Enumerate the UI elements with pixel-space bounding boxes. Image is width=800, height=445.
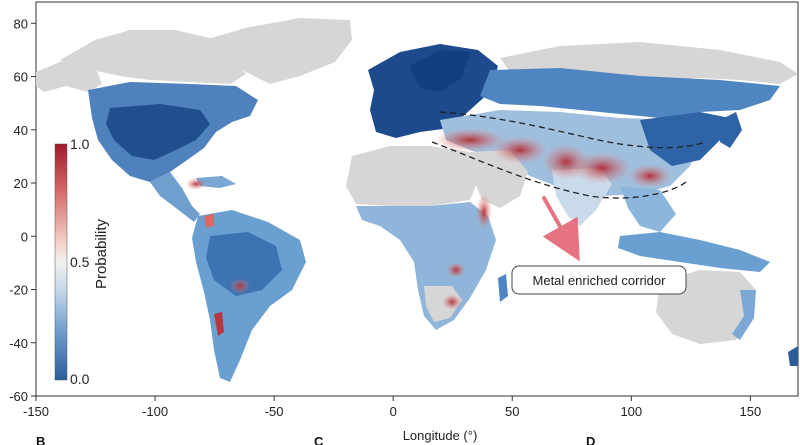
panel-label-d: D <box>586 434 595 445</box>
callout-box: Metal enriched corridor <box>511 265 687 295</box>
y-tick-label: 20 <box>14 176 28 191</box>
arctic-canada <box>60 30 246 84</box>
new-zealand <box>788 346 798 366</box>
hotspot-brazil <box>230 278 250 294</box>
x-axis-title: Longitude (°) <box>403 428 478 443</box>
africa-south <box>356 202 496 330</box>
hotspot-central-africa <box>446 262 466 278</box>
hotspot-east-africa <box>476 194 492 230</box>
europe <box>368 44 498 138</box>
colorbar-max-label: 1.0 <box>70 136 90 152</box>
y-tick-label: -40 <box>9 336 28 351</box>
callout-text: Metal enriched corridor <box>533 273 667 288</box>
russia <box>480 68 780 118</box>
usa-core <box>106 104 210 160</box>
colorbar-title: Probability <box>93 218 110 289</box>
x-tick-label: -150 <box>23 404 49 419</box>
central-america <box>150 172 200 222</box>
hotspot-iran <box>492 136 548 164</box>
land-layer <box>36 18 798 382</box>
x-tick-label: -50 <box>265 404 284 419</box>
y-tick-label: 0 <box>21 229 28 244</box>
east-asia <box>640 112 730 166</box>
x-tick-label: 0 <box>390 404 397 419</box>
hotspot-tibet <box>572 152 632 184</box>
andes-hotspot <box>214 312 224 336</box>
andes-hotspot-north <box>204 214 214 228</box>
corridor-upper-boundary <box>439 111 706 149</box>
scandinavia <box>410 50 470 92</box>
greenland <box>205 18 352 84</box>
panel-label-c: C <box>314 434 324 445</box>
x-tick-label: 150 <box>740 404 762 419</box>
arabia <box>470 150 528 208</box>
y-tick-label: -20 <box>9 283 28 298</box>
colorbar: 1.0 0.5 0.0 Probability <box>54 136 110 387</box>
amazon-interior <box>206 232 282 296</box>
indonesia <box>618 232 770 272</box>
sahara <box>346 146 480 206</box>
x-tick-label: 50 <box>505 404 519 419</box>
hotspot-southern-africa <box>442 294 462 310</box>
panel-label-b: B <box>36 434 45 445</box>
y-tick-label: 60 <box>14 70 28 85</box>
japan <box>720 112 742 148</box>
y-axis-ticks: 80 60 40 20 0 -20 -40 -60 <box>9 16 36 404</box>
australia-east-coast <box>732 290 756 340</box>
hotspot-turkey-iran <box>434 128 506 152</box>
callout-arrow <box>542 196 580 262</box>
hotspot-layer <box>186 128 672 310</box>
caribbean <box>196 176 236 188</box>
alaska <box>36 62 102 92</box>
colorbar-min-label: 0.0 <box>70 371 90 387</box>
colorbar-gradient <box>54 143 68 381</box>
colorbar-mid-label: 0.5 <box>70 254 90 270</box>
x-tick-label: 100 <box>620 404 642 419</box>
y-tick-label: 40 <box>14 123 28 138</box>
y-tick-label: 80 <box>14 16 28 31</box>
hotspot-mexico <box>186 178 206 190</box>
y-tick-label: -60 <box>9 389 28 404</box>
hotspot-china-south <box>628 164 672 188</box>
corridor-lower-boundary <box>431 141 687 199</box>
x-axis-ticks: -150 -100 -50 0 50 100 150 <box>23 396 761 419</box>
x-tick-label: -100 <box>142 404 168 419</box>
madagascar <box>498 274 508 302</box>
